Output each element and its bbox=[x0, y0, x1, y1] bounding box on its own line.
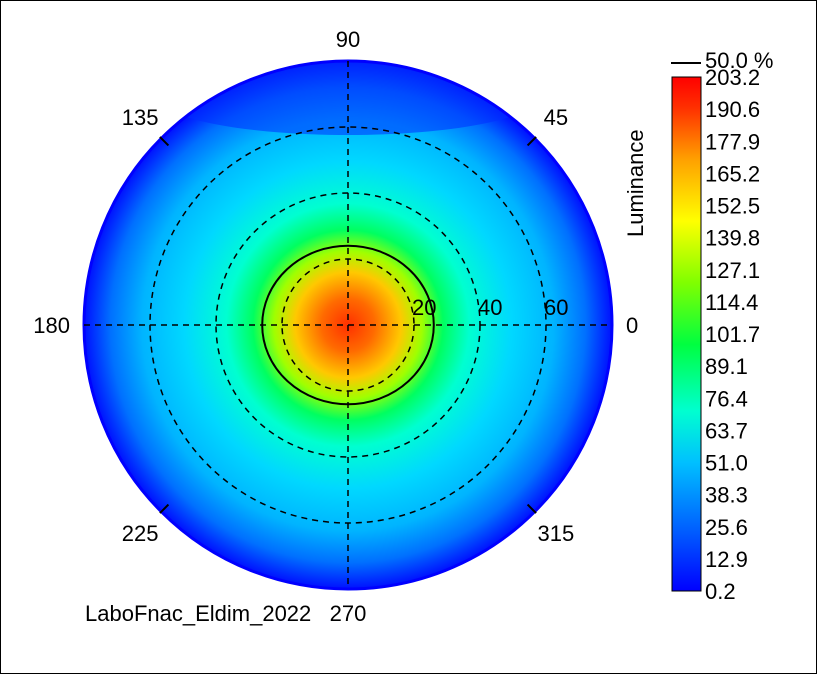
contour-lines bbox=[261, 244, 435, 406]
colorbar-tick-label: 12.9 bbox=[705, 547, 748, 572]
angle-tick-mark-135 bbox=[159, 136, 170, 147]
colorbar-tick-label: 51.0 bbox=[705, 451, 748, 476]
angle-tick-label-315: 315 bbox=[538, 521, 575, 546]
colorbar-tick-label: 63.7 bbox=[705, 418, 748, 443]
source-label: LaboFnac_Eldim_2022 bbox=[85, 601, 311, 626]
angle-tick-label-180: 180 bbox=[33, 313, 70, 338]
colorbar-tick-label: 203.2 bbox=[705, 65, 760, 90]
colorbar-tick-label: 89.1 bbox=[705, 354, 748, 379]
colorbar-tick-label: 139.8 bbox=[705, 226, 760, 251]
colorbar-gradient bbox=[671, 76, 702, 592]
colorbar-tick-label: 177.9 bbox=[705, 129, 760, 154]
angle-tick-label-90: 90 bbox=[336, 27, 360, 52]
angle-tick-label-45: 45 bbox=[544, 105, 568, 130]
colorbar-tick-label: 0.2 bbox=[705, 579, 736, 604]
radial-tick-label-40: 40 bbox=[478, 295, 502, 320]
angle-tick-label-225: 225 bbox=[122, 521, 159, 546]
colorbar-tick-labels: 203.2 190.6 177.9 165.2 152.5 139.8 127.1 114.4… bbox=[705, 65, 760, 604]
colorbar-axis-label: Luminance bbox=[623, 129, 648, 237]
radial-tick-label-60: 60 bbox=[544, 295, 568, 320]
colorbar-tick-label: 152.5 bbox=[705, 194, 760, 219]
colorbar-tick-label: 165.2 bbox=[705, 161, 760, 186]
angle-tick-mark-45 bbox=[526, 136, 537, 147]
radial-tick-labels: 20 40 60 bbox=[412, 295, 568, 320]
colorbar-tick-label: 38.3 bbox=[705, 483, 748, 508]
polar-grid bbox=[84, 61, 612, 589]
angle-tick-label-135: 135 bbox=[122, 105, 159, 130]
angle-tick-mark-225 bbox=[159, 503, 170, 514]
colorbar-tick-label: 127.1 bbox=[705, 258, 760, 283]
angle-tick-mark-315 bbox=[526, 503, 537, 514]
colorbar: 50.0 % 203.2 190.6 177.9 165.2 152.5 139.8 127… bbox=[623, 48, 774, 604]
contour-50-percent bbox=[261, 244, 435, 406]
colorbar-tick-label: 101.7 bbox=[705, 322, 760, 347]
contour-legend-label: 50.0 % bbox=[705, 48, 774, 73]
angle-tick-label-270: 270 bbox=[330, 601, 367, 626]
angle-tick-label-0: 0 bbox=[626, 313, 638, 338]
colorbar-tick-label: 25.6 bbox=[705, 515, 748, 540]
colorbar-tick-label: 76.4 bbox=[705, 386, 748, 411]
colorbar-tick-label: 190.6 bbox=[705, 97, 760, 122]
angle-tick-labels: 0 45 90 135 180 225 270 315 bbox=[33, 27, 638, 626]
radial-tick-label-20: 20 bbox=[412, 295, 436, 320]
colorbar-tick-label: 114.4 bbox=[705, 290, 758, 315]
